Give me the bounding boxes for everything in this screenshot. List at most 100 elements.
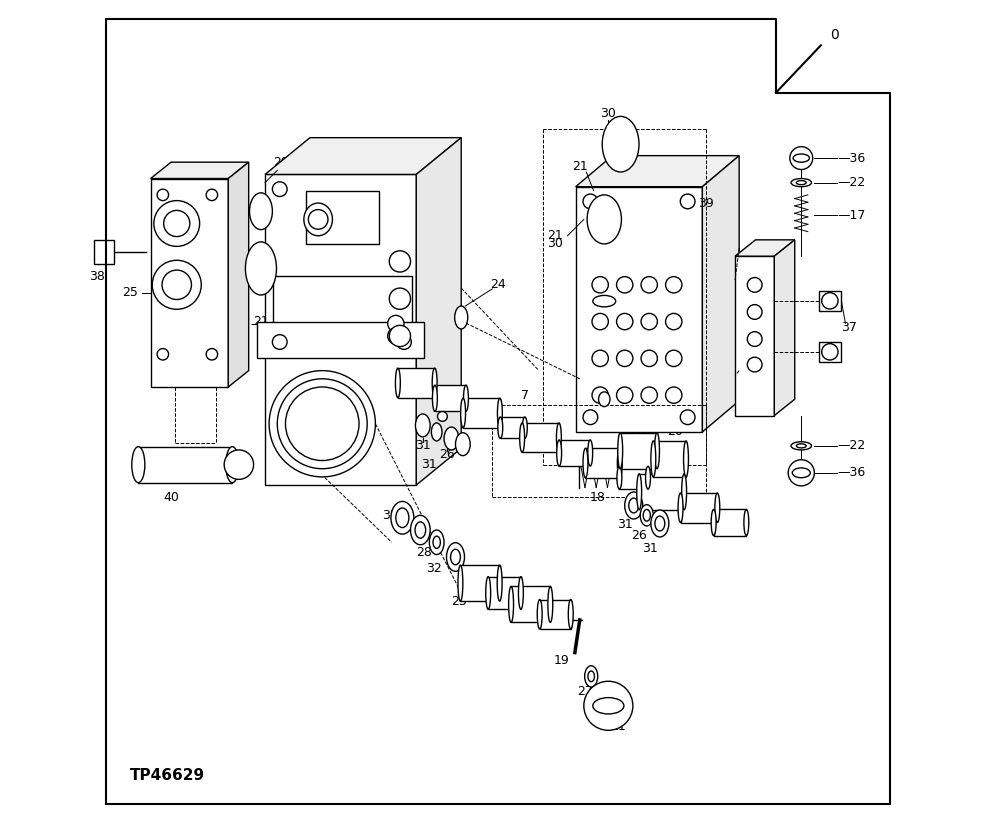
Ellipse shape bbox=[395, 508, 409, 528]
Polygon shape bbox=[460, 565, 500, 601]
Ellipse shape bbox=[654, 433, 659, 469]
Circle shape bbox=[680, 410, 695, 425]
Ellipse shape bbox=[624, 492, 642, 519]
Polygon shape bbox=[774, 239, 795, 416]
Ellipse shape bbox=[791, 442, 812, 450]
Ellipse shape bbox=[655, 516, 664, 531]
Polygon shape bbox=[820, 291, 842, 310]
Text: 29: 29 bbox=[274, 156, 289, 169]
Ellipse shape bbox=[587, 195, 622, 244]
Circle shape bbox=[206, 349, 217, 360]
Ellipse shape bbox=[683, 441, 688, 477]
Polygon shape bbox=[714, 509, 746, 536]
Ellipse shape bbox=[519, 577, 523, 609]
Circle shape bbox=[437, 412, 447, 421]
Ellipse shape bbox=[431, 423, 442, 441]
Circle shape bbox=[747, 332, 762, 346]
Circle shape bbox=[617, 351, 632, 366]
Ellipse shape bbox=[444, 427, 459, 450]
Ellipse shape bbox=[486, 577, 491, 609]
Text: 25: 25 bbox=[123, 286, 138, 300]
Circle shape bbox=[583, 410, 598, 425]
Circle shape bbox=[387, 328, 404, 344]
Ellipse shape bbox=[548, 587, 553, 622]
Polygon shape bbox=[620, 467, 648, 489]
Ellipse shape bbox=[509, 587, 514, 622]
Circle shape bbox=[277, 379, 368, 469]
Text: —36: —36 bbox=[838, 151, 866, 165]
Ellipse shape bbox=[599, 392, 610, 407]
Circle shape bbox=[206, 189, 217, 201]
Circle shape bbox=[162, 270, 191, 300]
Text: —36: —36 bbox=[838, 467, 866, 479]
Text: 23: 23 bbox=[451, 595, 467, 607]
Circle shape bbox=[822, 293, 838, 309]
Ellipse shape bbox=[593, 698, 623, 714]
Text: 0: 0 bbox=[831, 29, 840, 43]
Ellipse shape bbox=[792, 468, 811, 477]
Circle shape bbox=[389, 288, 410, 309]
Polygon shape bbox=[265, 137, 461, 174]
Ellipse shape bbox=[744, 509, 749, 536]
Ellipse shape bbox=[797, 444, 806, 448]
Circle shape bbox=[665, 351, 682, 366]
Text: 30: 30 bbox=[547, 237, 563, 250]
Ellipse shape bbox=[791, 179, 812, 187]
Polygon shape bbox=[653, 441, 686, 477]
Polygon shape bbox=[397, 368, 434, 398]
Polygon shape bbox=[511, 587, 551, 622]
Text: 21: 21 bbox=[748, 384, 763, 398]
Circle shape bbox=[157, 189, 168, 201]
Ellipse shape bbox=[537, 599, 542, 629]
Polygon shape bbox=[500, 417, 525, 439]
Polygon shape bbox=[463, 398, 500, 428]
Ellipse shape bbox=[450, 549, 460, 565]
Circle shape bbox=[153, 201, 199, 246]
Polygon shape bbox=[576, 187, 702, 432]
Ellipse shape bbox=[628, 498, 638, 513]
Circle shape bbox=[747, 357, 762, 372]
Polygon shape bbox=[820, 342, 842, 361]
Circle shape bbox=[790, 146, 813, 170]
Ellipse shape bbox=[522, 417, 527, 439]
Circle shape bbox=[309, 210, 328, 230]
Ellipse shape bbox=[497, 565, 502, 601]
Circle shape bbox=[269, 370, 375, 477]
Ellipse shape bbox=[429, 530, 444, 555]
Circle shape bbox=[617, 277, 632, 293]
Circle shape bbox=[822, 344, 838, 360]
Ellipse shape bbox=[585, 666, 598, 687]
Text: 24: 24 bbox=[490, 278, 506, 291]
Polygon shape bbox=[639, 474, 684, 509]
Text: TP46629: TP46629 bbox=[130, 768, 205, 783]
Ellipse shape bbox=[557, 440, 562, 466]
Circle shape bbox=[641, 314, 657, 330]
Text: 31: 31 bbox=[420, 458, 436, 471]
Text: 18: 18 bbox=[590, 491, 606, 504]
Text: 38: 38 bbox=[90, 270, 106, 283]
Ellipse shape bbox=[711, 509, 716, 536]
Polygon shape bbox=[150, 179, 228, 387]
Ellipse shape bbox=[433, 536, 440, 548]
Polygon shape bbox=[522, 423, 559, 453]
Ellipse shape bbox=[131, 447, 144, 482]
Circle shape bbox=[224, 450, 254, 479]
Circle shape bbox=[389, 325, 410, 346]
Ellipse shape bbox=[304, 203, 333, 235]
Polygon shape bbox=[680, 493, 717, 523]
Text: 28: 28 bbox=[416, 546, 432, 559]
Ellipse shape bbox=[715, 493, 720, 523]
Ellipse shape bbox=[645, 467, 650, 489]
Text: 27: 27 bbox=[578, 685, 594, 698]
Text: 19: 19 bbox=[554, 654, 570, 667]
Ellipse shape bbox=[395, 368, 400, 398]
Polygon shape bbox=[559, 440, 591, 466]
Ellipse shape bbox=[557, 423, 562, 453]
Polygon shape bbox=[138, 447, 232, 482]
Ellipse shape bbox=[520, 423, 525, 453]
Circle shape bbox=[665, 314, 682, 330]
Polygon shape bbox=[702, 156, 739, 432]
Circle shape bbox=[788, 460, 815, 486]
Ellipse shape bbox=[390, 501, 413, 534]
Circle shape bbox=[680, 194, 695, 209]
